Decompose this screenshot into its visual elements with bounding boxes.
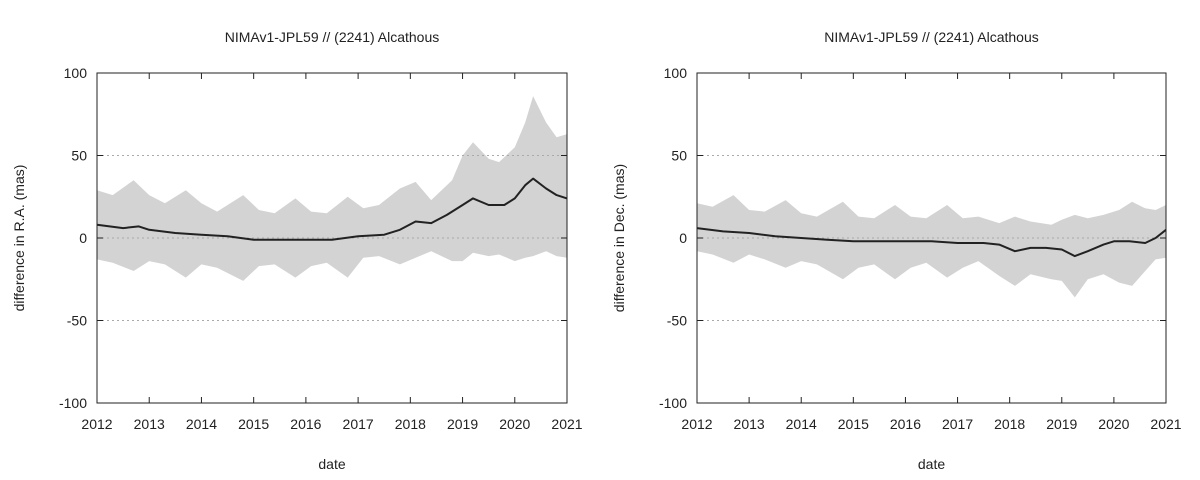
x-tick-label: 2021 xyxy=(551,416,582,432)
x-tick-label: 2020 xyxy=(499,416,530,432)
chart-title: NIMAv1-JPL59 // (2241) Alcathous xyxy=(225,29,440,45)
y-axis-label: difference in Dec. (mas) xyxy=(611,164,627,312)
x-tick-label: 2014 xyxy=(786,416,817,432)
x-axis-label: date xyxy=(318,456,345,472)
x-tick-label: 2019 xyxy=(447,416,478,432)
x-tick-label: 2021 xyxy=(1150,416,1181,432)
x-tick-label: 2017 xyxy=(343,416,374,432)
y-tick-label: 0 xyxy=(679,230,687,246)
y-tick-label: -50 xyxy=(667,313,687,329)
y-tick-label: 0 xyxy=(79,230,87,246)
y-tick-label: 50 xyxy=(71,148,87,164)
y-tick-label: 100 xyxy=(664,65,688,81)
y-tick-label: 100 xyxy=(64,65,88,81)
x-tick-label: 2013 xyxy=(134,416,165,432)
x-tick-label: 2016 xyxy=(290,416,321,432)
mean-difference-line xyxy=(696,227,1167,258)
chart-ra: 2012 2013 2014 2015 2016 2017 2018 2019 2020 2021… xyxy=(11,29,583,472)
x-tick-label: 2013 xyxy=(734,416,765,432)
uncertainty-band xyxy=(697,195,1166,298)
x-tick-label: 2016 xyxy=(890,416,921,432)
y-tick-label: -50 xyxy=(67,313,87,329)
y-axis-label: difference in R.A. (mas) xyxy=(11,165,27,312)
x-tick-label: 2012 xyxy=(681,416,712,432)
chart-dec: 2012 2013 2014 2015 2016 2017 2018 2019 2020 2021… xyxy=(611,29,1182,472)
x-tick-label: 2015 xyxy=(238,416,269,432)
x-tick-label: 2019 xyxy=(1046,416,1077,432)
mean-difference-line xyxy=(96,177,568,241)
y-tick-label: -100 xyxy=(59,395,87,411)
x-axis-label: date xyxy=(918,456,945,472)
x-tick-label: 2014 xyxy=(186,416,217,432)
x-tick-label: 2012 xyxy=(81,416,112,432)
x-tick-label: 2018 xyxy=(994,416,1025,432)
y-tick-label: -100 xyxy=(659,395,687,411)
uncertainty-band xyxy=(97,96,567,281)
x-tick-label: 2015 xyxy=(838,416,869,432)
chart-title: NIMAv1-JPL59 // (2241) Alcathous xyxy=(824,29,1039,45)
x-tick-label: 2020 xyxy=(1098,416,1129,432)
y-tick-label: 50 xyxy=(671,148,687,164)
x-tick-label: 2018 xyxy=(395,416,426,432)
x-tick-label: 2017 xyxy=(942,416,973,432)
